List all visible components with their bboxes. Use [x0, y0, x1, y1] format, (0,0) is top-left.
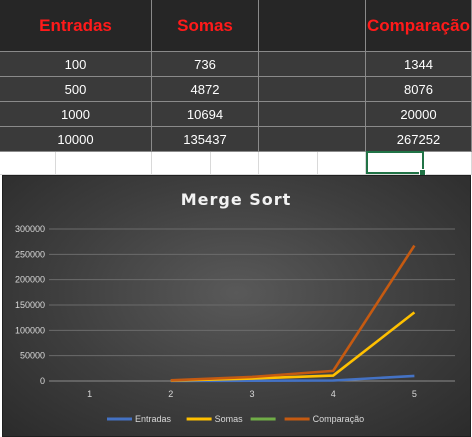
cell-somas[interactable]: 10694	[152, 102, 259, 127]
spreadsheet-grid: Entradas Somas Comparação 100 736 1344 5…	[0, 0, 472, 152]
y-tick-label: 100000	[15, 325, 45, 335]
selected-cell-outline[interactable]	[366, 151, 426, 176]
y-tick-label: 150000	[15, 300, 45, 310]
cell-entradas[interactable]: 1000	[0, 102, 152, 127]
legend-label: Entradas	[135, 414, 172, 424]
y-tick-label: 0	[40, 376, 45, 386]
chart-gridlines	[49, 228, 455, 382]
chart-series	[170, 244, 416, 383]
empty-cell[interactable]	[318, 152, 366, 175]
chart-title: Merge Sort	[181, 190, 292, 209]
table-row: 500 4872 8076	[0, 77, 472, 102]
x-tick-label: 2	[168, 389, 173, 399]
cell-somas[interactable]: 736	[152, 52, 259, 77]
y-tick-label: 250000	[15, 249, 45, 259]
x-tick-label: 1	[87, 389, 92, 399]
empty-cell[interactable]	[211, 152, 259, 175]
cell-somas[interactable]: 4872	[152, 77, 259, 102]
cell-empty[interactable]	[259, 77, 366, 102]
header-entradas[interactable]: Entradas	[0, 0, 152, 52]
line-chart[interactable]: Merge Sort 0 50000 100000 150000 200000 25000…	[2, 175, 471, 437]
chart-svg: Merge Sort 0 50000 100000 150000 200000 25000…	[15, 190, 455, 424]
x-axis-ticks: 1 2 3 4 5	[87, 389, 417, 399]
y-tick-label: 200000	[15, 275, 45, 285]
series-line-somas	[170, 311, 416, 382]
cell-empty[interactable]	[259, 52, 366, 77]
empty-cell[interactable]	[152, 152, 211, 175]
cell-comparacao[interactable]: 8076	[366, 77, 472, 102]
empty-cell[interactable]	[0, 152, 56, 175]
cell-empty[interactable]	[259, 127, 366, 152]
empty-cell[interactable]	[56, 152, 152, 175]
series-line-comparação	[170, 244, 416, 382]
y-tick-label: 50000	[20, 351, 45, 361]
cell-empty[interactable]	[259, 102, 366, 127]
header-empty[interactable]	[259, 0, 366, 52]
chart-legend[interactable]: Entradas Somas Comparação	[107, 414, 364, 424]
table-row: 100 736 1344	[0, 52, 472, 77]
empty-row	[0, 152, 472, 175]
y-tick-label: 300000	[15, 224, 45, 234]
table-row: 1000 10694 20000	[0, 102, 472, 127]
cell-somas[interactable]: 135437	[152, 127, 259, 152]
cell-entradas[interactable]: 500	[0, 77, 152, 102]
legend-label: Somas	[215, 414, 244, 424]
cell-comparacao[interactable]: 20000	[366, 102, 472, 127]
table-row: 10000 135437 267252	[0, 127, 472, 152]
empty-cell[interactable]	[259, 152, 318, 175]
x-tick-label: 5	[412, 389, 417, 399]
cell-comparacao[interactable]: 1344	[366, 52, 472, 77]
x-tick-label: 4	[331, 389, 336, 399]
cell-comparacao[interactable]: 267252	[366, 127, 472, 152]
y-axis-ticks: 0 50000 100000 150000 200000 250000 300000	[15, 224, 45, 386]
header-somas[interactable]: Somas	[152, 0, 259, 52]
legend-label: Comparação	[313, 414, 365, 424]
cell-entradas[interactable]: 10000	[0, 127, 152, 152]
header-row: Entradas Somas Comparação	[0, 0, 472, 52]
empty-cell[interactable]	[424, 152, 472, 175]
x-tick-label: 3	[249, 389, 254, 399]
cell-entradas[interactable]: 100	[0, 52, 152, 77]
header-comparacao[interactable]: Comparação	[366, 0, 472, 52]
